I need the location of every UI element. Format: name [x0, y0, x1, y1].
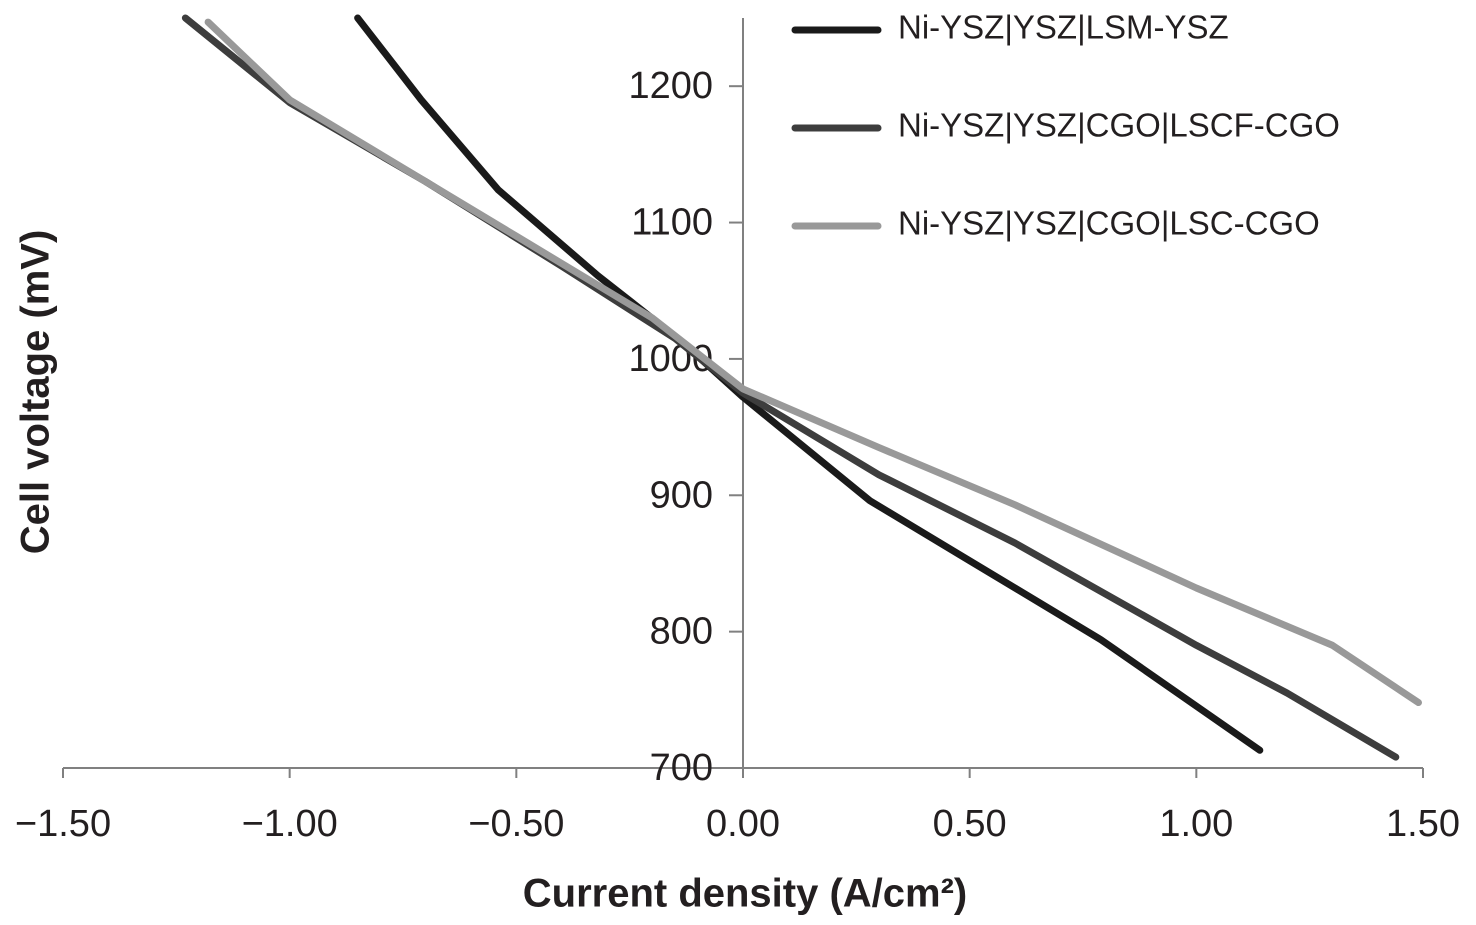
- y-axis-label: Cell voltage (mV): [14, 230, 58, 555]
- x-tick-label: −1.00: [242, 803, 338, 845]
- y-tick-label: 1200: [628, 65, 713, 107]
- legend-label: Ni-YSZ|YSZ|CGO|LSCF-CGO: [898, 107, 1340, 144]
- series-line: [204, 18, 1422, 707]
- x-tick-label: 1.50: [1386, 803, 1460, 845]
- x-axis-label: Current density (A/cm²): [523, 872, 968, 916]
- legend-label: Ni-YSZ|YSZ|CGO|LSC-CGO: [898, 205, 1320, 242]
- x-tick-label: 0.00: [706, 803, 780, 845]
- y-tick-label: 1100: [631, 202, 713, 244]
- y-tick-label: 800: [650, 611, 713, 653]
- y-tick-label: 700: [650, 747, 713, 789]
- x-tick-label: 1.00: [1159, 803, 1233, 845]
- x-tick-label: −1.50: [15, 803, 111, 845]
- x-tick-label: −0.50: [468, 803, 564, 845]
- y-tick-label: 900: [650, 474, 713, 516]
- x-tick-label: 0.50: [933, 803, 1007, 845]
- legend-label: Ni-YSZ|YSZ|LSM-YSZ: [898, 9, 1229, 46]
